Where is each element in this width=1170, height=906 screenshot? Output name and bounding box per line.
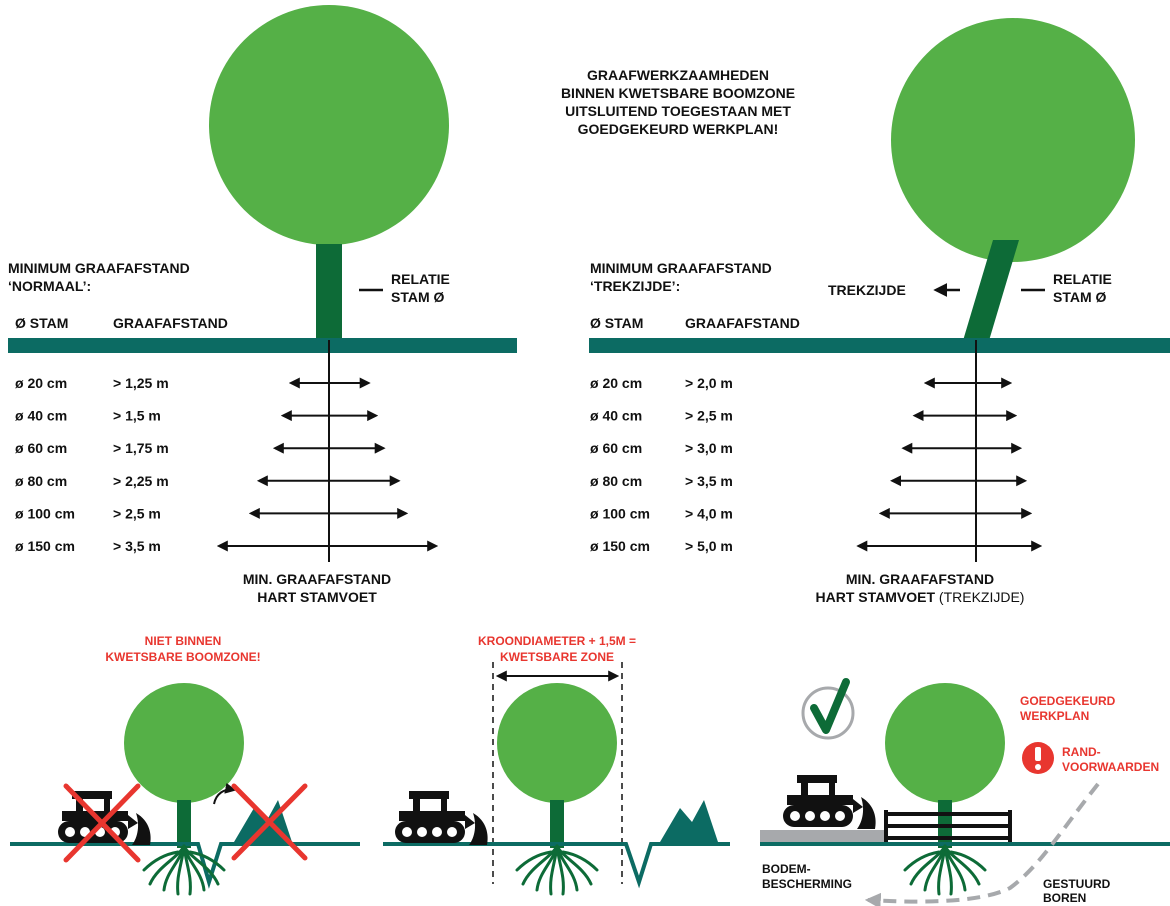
- pull-col-stem: Ø STAM: [590, 315, 643, 331]
- pull-tree-crown: [891, 18, 1135, 262]
- pull-row-distance: > 2,5 m: [685, 408, 733, 424]
- normal-row-stem: ø 100 cm: [15, 505, 75, 521]
- zone-label-line2: KWETSBARE ZONE: [500, 650, 614, 664]
- notice-line2: BINNEN KWETSBARE BOOMZONE: [561, 85, 795, 101]
- normal-table: ø 20 cm > 1,25 m ø 40 cm > 1,5 m ø 60 cm > 1,…: [15, 375, 169, 554]
- normal-ground-bar: [8, 338, 517, 353]
- pull-col-distance: GRAAFAFSTAND: [685, 315, 800, 331]
- pull-row-distance: > 3,5 m: [685, 473, 733, 489]
- pull-ground-bar: [589, 338, 1170, 353]
- pull-row-stem: ø 100 cm: [590, 505, 650, 521]
- pull-footer-normal: (TREKZIJDE): [935, 589, 1024, 605]
- not-allowed-line2: KWETSBARE BOOMZONE!: [105, 650, 260, 664]
- pull-footer-bold: HART STAMVOET: [816, 589, 936, 605]
- pull-distance-arrows: [856, 377, 1043, 552]
- normal-row-stem: ø 20 cm: [15, 375, 67, 391]
- panel-approved: GOEDGEKEURD WERKPLAN RAND- VOORWAARDEN B…: [760, 678, 1170, 906]
- pull-row-distance: > 2,0 m: [685, 375, 733, 391]
- normal-row-distance: > 1,75 m: [113, 440, 169, 456]
- not-allowed-tree-crown: [124, 683, 244, 803]
- panel-zone: KROONDIAMETER + 1,5M = KWETSBARE ZONE: [383, 634, 730, 896]
- normal-diagram: MINIMUM GRAAFAFSTAND ‘NORMAAL’: Ø STAM G…: [8, 5, 517, 605]
- pull-tree-trunk: [962, 240, 1019, 344]
- soil-protection-line1: BODEM-: [762, 862, 811, 876]
- pull-row-stem: ø 40 cm: [590, 408, 642, 424]
- normal-heading-line1: MINIMUM GRAAFAFSTAND: [8, 260, 190, 276]
- pull-relation-line1: RELATIE: [1053, 271, 1112, 287]
- directional-drilling-arrow: [864, 782, 1100, 906]
- zone-tree-crown: [497, 683, 617, 803]
- normal-heading-line2: ‘NORMAAL’:: [8, 278, 91, 294]
- zone-label-line1: KROONDIAMETER + 1,5M =: [478, 634, 636, 648]
- pull-row-stem: ø 150 cm: [590, 538, 650, 554]
- drilling-line1: GESTUURD: [1043, 877, 1111, 891]
- pull-row-stem: ø 20 cm: [590, 375, 642, 391]
- approved-plan-line1: GOEDGEKEURD: [1020, 694, 1116, 708]
- pull-footer-line1: MIN. GRAAFAFSTAND: [846, 571, 994, 587]
- not-allowed-tree-trunk: [177, 800, 191, 848]
- normal-row-stem: ø 40 cm: [15, 408, 67, 424]
- panel-not-allowed: NIET BINNEN KWETSBARE BOOMZONE!: [10, 634, 360, 896]
- normal-relation-line2: STAM Ø: [391, 289, 445, 305]
- approved-bulldozer-icon: [783, 775, 876, 829]
- pull-footer-line2: HART STAMVOET (TREKZIJDE): [816, 589, 1025, 605]
- pull-side-label: TREKZIJDE: [828, 282, 906, 298]
- normal-row-distance: > 3,5 m: [113, 538, 161, 554]
- normal-col-stem: Ø STAM: [15, 315, 68, 331]
- approved-roots: [903, 844, 987, 896]
- zone-tree-trunk: [550, 800, 564, 848]
- zone-ground: [383, 842, 730, 889]
- normal-row-stem: ø 150 cm: [15, 538, 75, 554]
- normal-row-stem: ø 60 cm: [15, 440, 67, 456]
- cross-out-mound-icon: [231, 783, 308, 861]
- pull-heading-line2: ‘TREKZIJDE’:: [590, 278, 680, 294]
- normal-row-distance: > 2,5 m: [113, 505, 161, 521]
- conditions-line2: VOORWAARDEN: [1062, 760, 1159, 774]
- pull-row-distance: > 5,0 m: [685, 538, 733, 554]
- fence-icon: [884, 810, 1012, 842]
- exclamation-icon: [1022, 742, 1054, 774]
- zone-roots: [515, 844, 599, 896]
- notice-line1: GRAAFWERKZAAMHEDEN: [587, 67, 769, 83]
- pull-row-stem: ø 60 cm: [590, 440, 642, 456]
- drilling-line2: BOREN: [1043, 891, 1086, 905]
- notice-line4: GOEDGEKEURD WERKPLAN!: [578, 121, 779, 137]
- pull-relation-line2: STAM Ø: [1053, 289, 1107, 305]
- zone-soil-mound: [660, 800, 718, 842]
- pull-heading-line1: MINIMUM GRAAFAFSTAND: [590, 260, 772, 276]
- normal-tree-crown: [209, 5, 449, 245]
- conditions-line1: RAND-: [1062, 745, 1101, 759]
- checkmark-icon: [801, 678, 855, 740]
- curved-arrow-icon: [213, 782, 237, 805]
- normal-footer-line1: MIN. GRAAFAFSTAND: [243, 571, 391, 587]
- pull-table: ø 20 cm > 2,0 m ø 40 cm > 2,5 m ø 60 cm > 3,0…: [590, 375, 733, 554]
- zone-bulldozer-icon: [395, 791, 488, 845]
- not-allowed-line1: NIET BINNEN: [145, 634, 222, 648]
- normal-col-distance: GRAAFAFSTAND: [113, 315, 228, 331]
- normal-relation-line1: RELATIE: [391, 271, 450, 287]
- cross-out-bulldozer-icon: [63, 783, 141, 863]
- approved-tree-crown: [885, 683, 1005, 803]
- normal-footer-line2: HART STAMVOET: [257, 589, 377, 605]
- normal-row-distance: > 2,25 m: [113, 473, 169, 489]
- approved-plan-line2: WERKPLAN: [1020, 709, 1089, 723]
- pull-row-distance: > 4,0 m: [685, 505, 733, 521]
- notice-block: GRAAFWERKZAAMHEDEN BINNEN KWETSBARE BOOM…: [561, 67, 795, 137]
- soil-protection-plate: [760, 830, 884, 842]
- normal-distance-arrows: [216, 377, 439, 552]
- normal-tree-trunk: [316, 244, 342, 344]
- pull-diagram: GRAAFWERKZAAMHEDEN BINNEN KWETSBARE BOOM…: [561, 18, 1170, 605]
- normal-row-stem: ø 80 cm: [15, 473, 67, 489]
- pull-row-stem: ø 80 cm: [590, 473, 642, 489]
- notice-line3: UITSLUITEND TOEGESTAAN MET: [565, 103, 791, 119]
- soil-protection-line2: BESCHERMING: [762, 877, 852, 891]
- pull-row-distance: > 3,0 m: [685, 440, 733, 456]
- normal-row-distance: > 1,5 m: [113, 408, 161, 424]
- normal-row-distance: > 1,25 m: [113, 375, 169, 391]
